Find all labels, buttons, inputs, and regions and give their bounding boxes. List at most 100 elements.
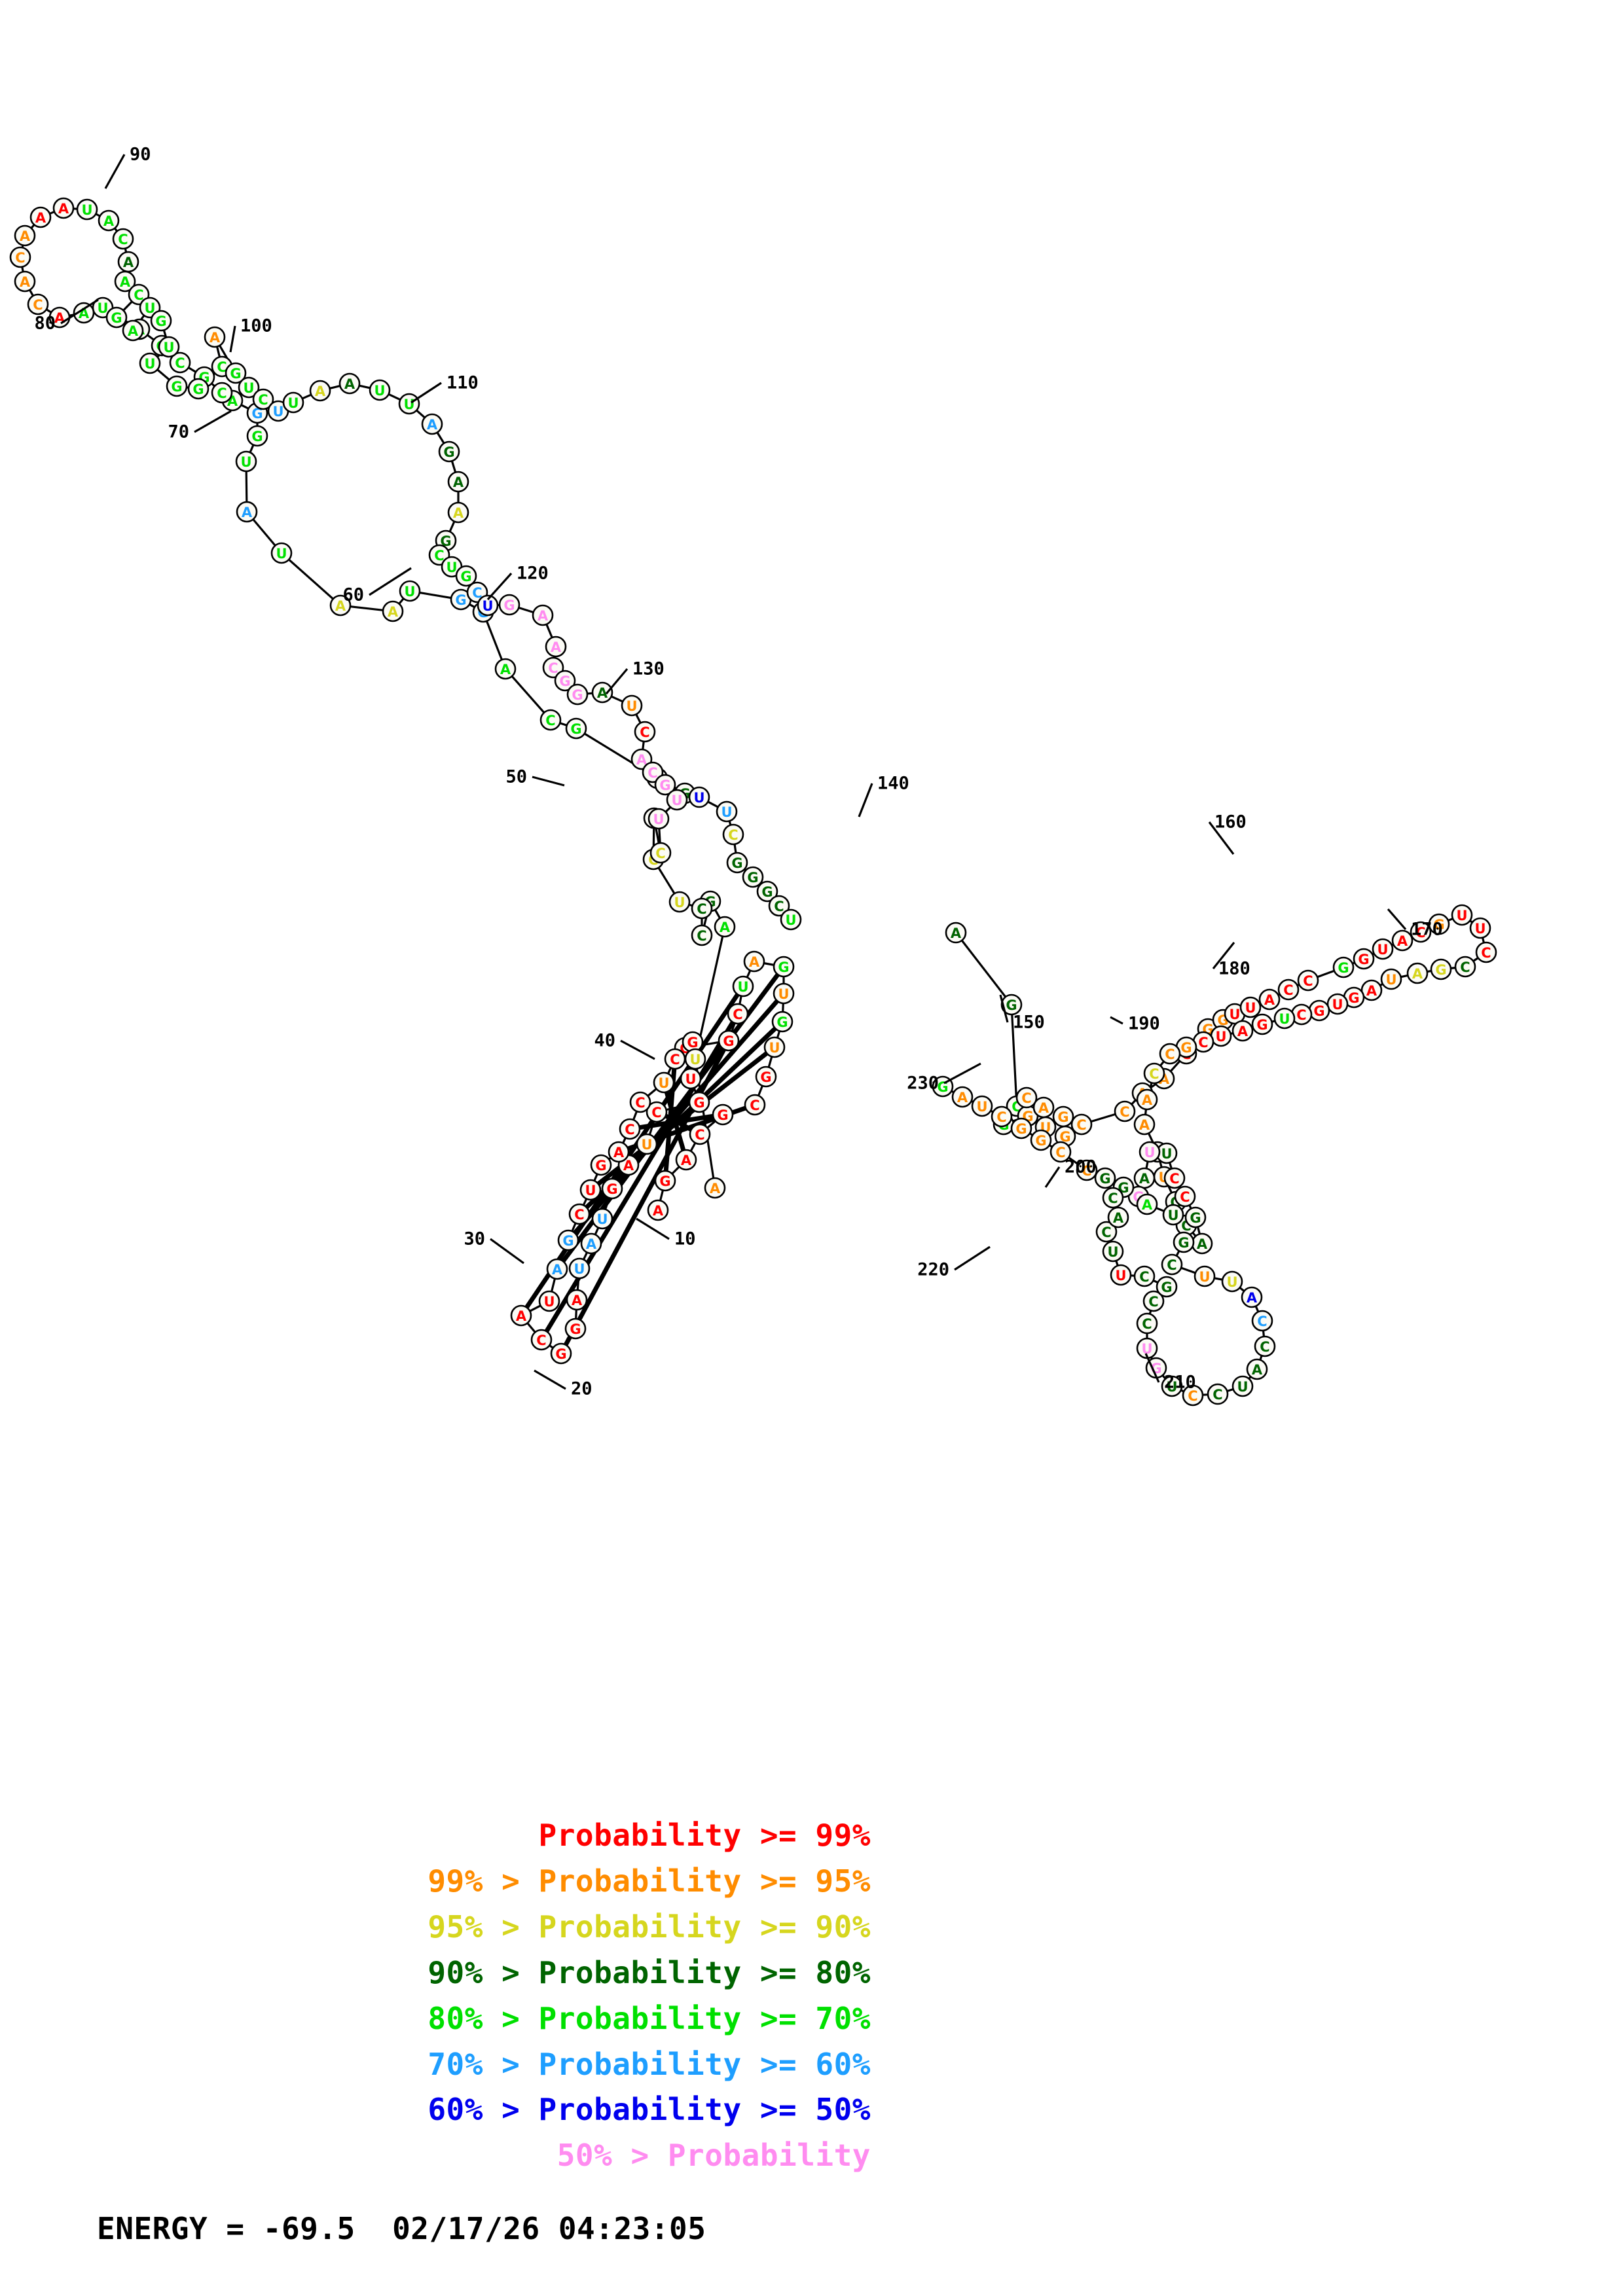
nucleotide-circle bbox=[647, 1199, 669, 1221]
nucleotide-125: A bbox=[591, 681, 613, 704]
backbone-link-56-57 bbox=[558, 722, 568, 726]
nucleotide-circle bbox=[1406, 962, 1429, 984]
nucleotide-174: U bbox=[1380, 968, 1402, 990]
nucleotide-53: U bbox=[647, 808, 670, 830]
nucleotide-197: C bbox=[1163, 1167, 1186, 1189]
position-leader-220 bbox=[954, 1246, 991, 1271]
nucleotide-circle bbox=[1143, 1062, 1165, 1085]
nucleotide-circle bbox=[114, 270, 136, 293]
backbone-link-49-50 bbox=[657, 867, 676, 895]
nucleotide-circle bbox=[9, 246, 31, 268]
nucleotide-circle bbox=[382, 600, 404, 622]
nucleotide-203: A bbox=[1136, 1193, 1158, 1215]
nucleotide-circle bbox=[1136, 1088, 1158, 1111]
nucleotide-circle bbox=[122, 319, 144, 342]
nucleotide-circle bbox=[579, 1179, 602, 1201]
backbone-link-151-152 bbox=[1130, 1099, 1137, 1105]
nucleotide-93: G bbox=[150, 310, 172, 332]
legend-p90: 95% > Probability >= 90% bbox=[428, 1909, 871, 1945]
nucleotide-70: C bbox=[211, 382, 233, 404]
position-leader-140 bbox=[858, 783, 873, 817]
nucleotide-circle bbox=[1173, 1231, 1195, 1253]
backbone-link-206-207 bbox=[1180, 1266, 1197, 1274]
position-label-40: 40 bbox=[594, 1031, 615, 1051]
nucleotide-168: U bbox=[1451, 904, 1473, 926]
nucleotide-200: A bbox=[1133, 1167, 1156, 1189]
nucleotide-circle bbox=[1095, 1221, 1118, 1243]
nucleotide-circle bbox=[780, 908, 802, 931]
nucleotide-circle bbox=[369, 379, 391, 401]
backbone-link-186-187 bbox=[1159, 1060, 1165, 1067]
nucleotide-circle bbox=[1428, 913, 1450, 935]
nucleotide-196: C bbox=[1174, 1185, 1196, 1208]
nucleotide-circle bbox=[557, 1229, 579, 1251]
nucleotide-circle bbox=[1133, 1113, 1156, 1136]
nucleotide-circle bbox=[421, 413, 443, 435]
nucleotide-circle bbox=[338, 372, 361, 395]
nucleotide-circle bbox=[590, 1154, 612, 1176]
position-label-230: 230 bbox=[907, 1073, 939, 1094]
nucleotide-circle bbox=[1015, 1086, 1038, 1109]
nucleotide-circle bbox=[211, 382, 233, 404]
nucleotide-49: U bbox=[668, 891, 691, 913]
nucleotide-circle bbox=[1161, 1253, 1183, 1276]
nucleotide-57: C bbox=[539, 709, 562, 731]
backbone-link-29-30 bbox=[526, 1321, 536, 1334]
nucleotide-64: U bbox=[270, 542, 293, 564]
position-leader-30 bbox=[490, 1238, 524, 1265]
backbone-link-35-36 bbox=[593, 1173, 598, 1182]
position-label-layer: 10 20 30 40 50 60 70 80 90 100 110 120 130 140 150 160 1… bbox=[34, 145, 1442, 1399]
backbone-link-44-45 bbox=[696, 935, 724, 1050]
nucleotide-circle bbox=[282, 391, 304, 414]
nucleotide-circle bbox=[688, 786, 710, 808]
nucleotide-circle bbox=[629, 1091, 651, 1113]
backbone-link-189-190 bbox=[1147, 1132, 1155, 1145]
nucleotide-circle bbox=[1380, 968, 1402, 990]
backbone-link-194-195 bbox=[1197, 1225, 1201, 1236]
position-leader-150 bbox=[999, 994, 1009, 1023]
nucleotide-circle bbox=[1030, 1129, 1052, 1151]
nucleotide-177: U bbox=[1326, 993, 1349, 1015]
backbone-link-14-15 bbox=[731, 1022, 736, 1033]
backbone-link-141-142 bbox=[1011, 1013, 1017, 1098]
nucleotide-2: G bbox=[654, 1170, 676, 1192]
backbone-link-140-141 bbox=[960, 939, 1007, 998]
nucleotide-circle bbox=[771, 1011, 793, 1033]
position-label-100: 100 bbox=[240, 316, 272, 336]
nucleotide-circle bbox=[1451, 904, 1473, 926]
backbone-link-150-151 bbox=[1089, 1113, 1117, 1123]
position-label-130: 130 bbox=[632, 659, 665, 679]
backbone-link-132-133 bbox=[706, 800, 720, 808]
nucleotide-34: C bbox=[568, 1203, 591, 1225]
nucleotide-circle bbox=[1332, 956, 1355, 978]
nucleotide-circle bbox=[139, 352, 161, 374]
nucleotide-124: G bbox=[566, 683, 589, 706]
nucleotide-61: U bbox=[399, 580, 421, 602]
nucleotide-35: U bbox=[579, 1179, 602, 1201]
backbone-link-229-230 bbox=[1067, 1157, 1080, 1166]
nucleotide-circle bbox=[1246, 1358, 1268, 1380]
nucleotide-66: U bbox=[235, 450, 257, 473]
nucleotide-circle bbox=[1297, 969, 1319, 992]
backbone-link-26-27 bbox=[575, 1308, 577, 1320]
nucleotide-194: A bbox=[1191, 1232, 1213, 1255]
nucleotide-31: U bbox=[538, 1290, 560, 1312]
nucleotide-circle bbox=[714, 916, 736, 938]
nucleotide-circle bbox=[1231, 1375, 1254, 1397]
nucleotide-107: U bbox=[369, 379, 391, 401]
position-label-150: 150 bbox=[1013, 1013, 1045, 1033]
backbone-link-190-191 bbox=[1159, 1160, 1163, 1169]
backbone-link-153-154 bbox=[1169, 1060, 1181, 1073]
nucleotide-231: G bbox=[1030, 1129, 1052, 1151]
backbone-link-62-63 bbox=[349, 605, 384, 611]
nucleotide-circle bbox=[991, 1105, 1013, 1128]
nucleotide-131: U bbox=[666, 789, 688, 811]
position-leader-170 bbox=[1387, 908, 1407, 931]
backbone-link-2-3 bbox=[671, 1166, 680, 1175]
nucleotide-circle bbox=[1094, 1167, 1116, 1189]
nucleotide-30: A bbox=[510, 1304, 532, 1327]
nucleotide-circle bbox=[158, 336, 180, 358]
nucleotide-circle bbox=[1475, 941, 1497, 963]
position-leader-200 bbox=[1044, 1166, 1061, 1188]
nucleotide-circle bbox=[455, 565, 477, 587]
